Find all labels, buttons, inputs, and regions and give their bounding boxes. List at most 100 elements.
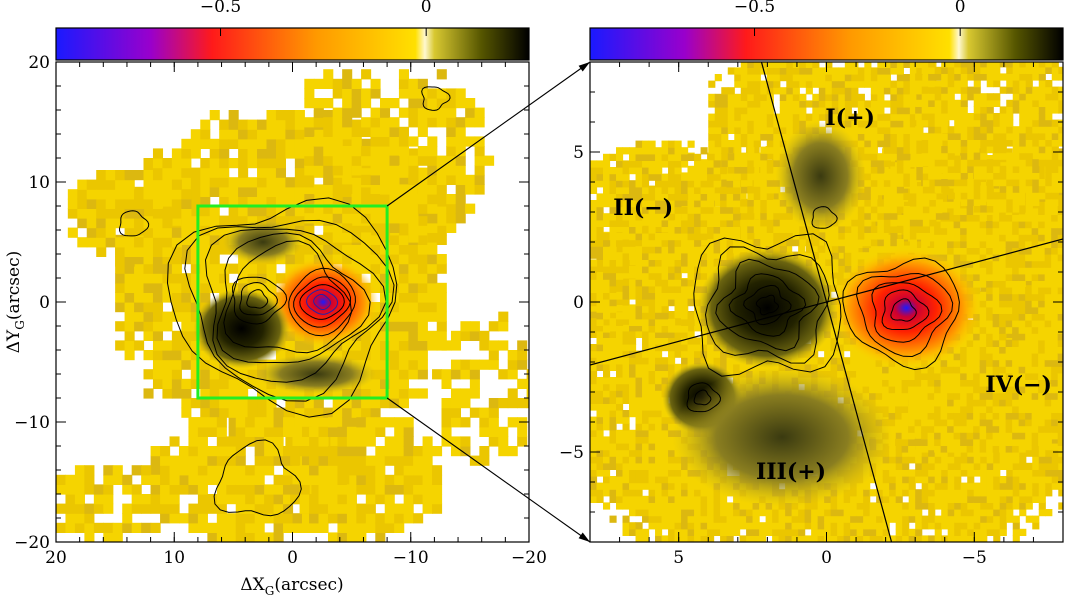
right-pixel: [590, 383, 598, 391]
right-pixel: [622, 231, 630, 239]
left-pixel: [450, 369, 462, 380]
right-pixel: [642, 377, 650, 385]
right-pixel: [603, 330, 611, 338]
left-pixel: [469, 359, 480, 370]
left-pixel: [446, 203, 457, 214]
left-pixel: [216, 474, 227, 485]
left-pixel: [152, 311, 164, 322]
left-contours: [118, 86, 451, 517]
left-pixel: [285, 340, 296, 351]
right-pixel: [733, 502, 741, 510]
left-pixel: [74, 503, 85, 514]
right-pixel: [830, 271, 838, 279]
right-pixel: [928, 502, 936, 510]
left-pixel: [370, 213, 381, 224]
left-pixel: [436, 215, 447, 226]
left-pixel: [219, 407, 230, 418]
right-pixel: [655, 502, 663, 510]
right-pixel: [609, 363, 617, 371]
left-pixel: [517, 398, 528, 409]
left-pixel: [171, 148, 182, 159]
right-pixel: [668, 482, 676, 490]
right-pixel: [811, 528, 819, 536]
left-pixel: [417, 369, 428, 380]
left-pixel: [143, 273, 154, 284]
left-pixel: [318, 436, 329, 447]
left-pixel: [408, 254, 419, 265]
right-pixel: [739, 192, 747, 200]
y-tick-label: −10: [14, 413, 50, 433]
left-pixel: [285, 129, 296, 140]
left-pixel: [171, 282, 182, 293]
right-pixel: [642, 443, 650, 451]
right-pixel: [707, 231, 715, 239]
right-pixel: [661, 449, 669, 457]
x-tick-label: 0: [287, 548, 298, 568]
left-pixel: [370, 254, 381, 265]
right-pixel: [856, 495, 864, 503]
right-pixel: [798, 515, 806, 523]
right-pixel: [843, 344, 851, 352]
left-pixel: [122, 522, 133, 533]
right-pixel: [921, 489, 929, 497]
left-pixel: [380, 136, 391, 147]
left-pixel: [309, 436, 320, 447]
left-pixel: [299, 484, 310, 495]
left-pixel: [247, 138, 258, 149]
right-pixel: [934, 449, 942, 457]
right-pixel: [921, 449, 929, 457]
left-pixel: [351, 186, 362, 197]
right-pixel: [824, 350, 832, 358]
left-pixel: [67, 227, 78, 238]
right-pixel: [648, 495, 656, 503]
right-pixel: [902, 535, 910, 542]
right-pixel: [616, 304, 624, 312]
left-pixel: [413, 513, 424, 524]
left-pixel: [337, 474, 348, 485]
left-pixel: [446, 117, 457, 128]
right-pixel: [661, 429, 669, 437]
left-pixel: [254, 494, 265, 505]
left-pixel: [365, 436, 376, 447]
left-pixel: [190, 359, 201, 370]
left-pixel: [169, 474, 180, 485]
left-pixel: [152, 246, 164, 257]
right-pixel: [622, 429, 630, 437]
left-pixel: [408, 244, 419, 255]
left-pixel: [200, 215, 211, 226]
left-pixel: [285, 350, 296, 361]
left-pixel: [275, 206, 287, 217]
right-pixel: [661, 436, 669, 444]
right-pixel: [616, 377, 624, 385]
left-pixel: [207, 532, 218, 542]
right-pixel: [759, 522, 767, 530]
left-pixel: [417, 282, 428, 293]
left-pixel: [351, 388, 362, 399]
right-pixel: [804, 515, 812, 523]
left-pixel: [436, 88, 447, 99]
right-pixel: [629, 449, 637, 457]
left-pixel: [171, 311, 182, 322]
left-pixel: [150, 503, 161, 514]
left-pixel: [408, 88, 419, 99]
right-pixel: [622, 337, 630, 345]
left-pixel: [134, 170, 145, 181]
left-pixel: [313, 234, 324, 245]
left-pixel: [450, 398, 462, 409]
right-pixel: [882, 476, 890, 484]
right-pixel: [772, 522, 780, 530]
right-pixel: [694, 495, 702, 503]
left-pixel: [257, 138, 268, 149]
right-pixel: [596, 264, 604, 272]
left-pixel: [313, 136, 324, 147]
left-pixel: [398, 302, 409, 313]
left-pixel: [304, 117, 315, 128]
left-contour: [166, 197, 398, 418]
left-pixel: [380, 165, 391, 176]
left-pixel: [365, 474, 376, 485]
right-pixel: [720, 528, 728, 536]
left-pixel: [441, 378, 452, 389]
left-pixel: [216, 484, 227, 495]
left-pixel: [273, 417, 284, 428]
left-pixel: [162, 246, 173, 257]
